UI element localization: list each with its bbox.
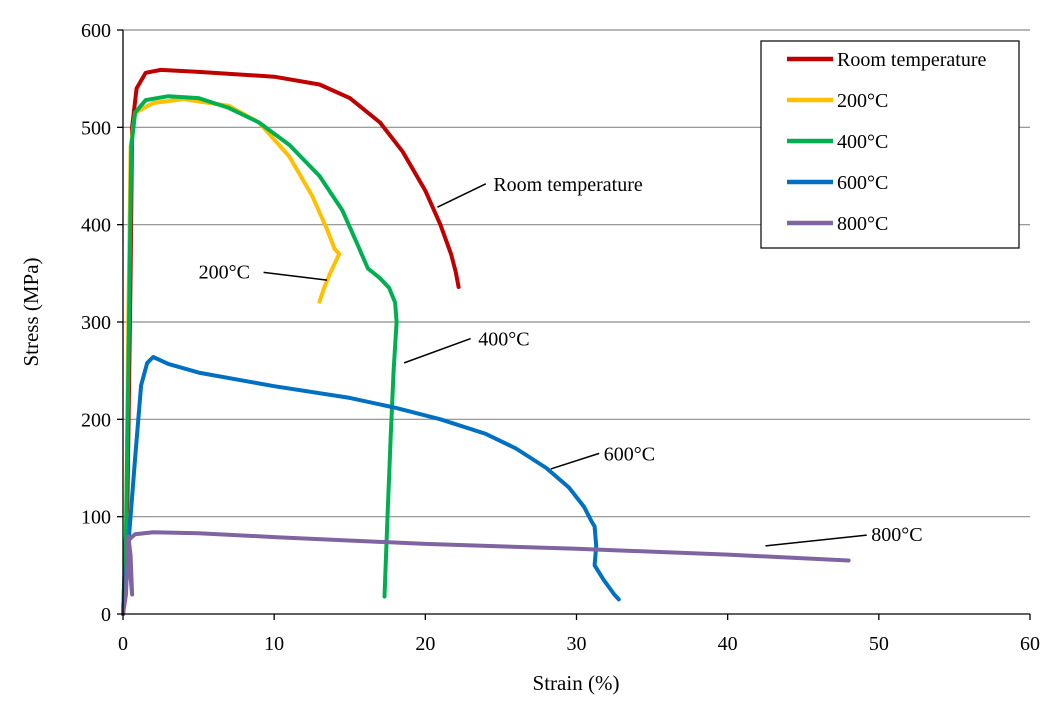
- x-tick-label: 60: [1020, 633, 1040, 655]
- annotation-label: Room temperature: [493, 174, 643, 196]
- x-axis-title: Strain (%): [533, 671, 620, 695]
- series-line-4: [121, 530, 851, 616]
- y-tick-label: 300: [81, 312, 111, 334]
- x-tick-label: 30: [567, 633, 587, 655]
- x-tick-label: 20: [415, 633, 435, 655]
- legend: Room temperature 200°C 400°C 600°C 800°C: [760, 40, 1020, 249]
- x-tick-label: 50: [869, 633, 889, 655]
- y-tick-label: 0: [101, 604, 111, 626]
- y-tick-labels: 0 100 200 300 400 500 600: [81, 20, 111, 626]
- y-tick-label: 200: [81, 409, 111, 431]
- x-tick-labels: 0 10 20 30 40 50 60: [118, 633, 1040, 655]
- series-line-3: [121, 355, 621, 616]
- annotation-leader-2: [403, 337, 471, 364]
- y-tick-label: 400: [81, 215, 111, 237]
- legend-label: 400°C: [837, 131, 888, 153]
- legend-label: 800°C: [837, 213, 888, 235]
- y-tick-label: 500: [81, 117, 111, 139]
- annotation-label: 400°C: [478, 329, 529, 351]
- y-tick-label: 600: [81, 20, 111, 42]
- annotation-leader-0: [437, 183, 487, 208]
- annotation-label: 200°C: [199, 261, 250, 283]
- annotation-leader-1: [263, 271, 328, 281]
- legend-label: 200°C: [837, 90, 888, 112]
- legend-label: 600°C: [837, 172, 888, 194]
- axes: [117, 29, 1031, 620]
- y-tick-label: 100: [81, 507, 111, 529]
- grid-lines: [123, 29, 1030, 518]
- annotation-leader-4: [765, 534, 867, 547]
- x-tick-label: 40: [718, 633, 738, 655]
- y-axis-title: Stress (MPa): [19, 257, 43, 366]
- legend-box: [760, 40, 1020, 249]
- series-line-2: [121, 94, 399, 616]
- series-lines: [121, 67, 851, 616]
- annotations: Room temperature 200°C 400°C 600°C 800°C: [199, 174, 923, 547]
- annotation-label: 800°C: [871, 524, 922, 546]
- legend-label: Room temperature: [837, 49, 987, 71]
- x-tick-label: 10: [264, 633, 284, 655]
- annotation-leader-3: [550, 452, 600, 470]
- annotation-label: 600°C: [604, 443, 655, 465]
- x-tick-label: 0: [118, 633, 128, 655]
